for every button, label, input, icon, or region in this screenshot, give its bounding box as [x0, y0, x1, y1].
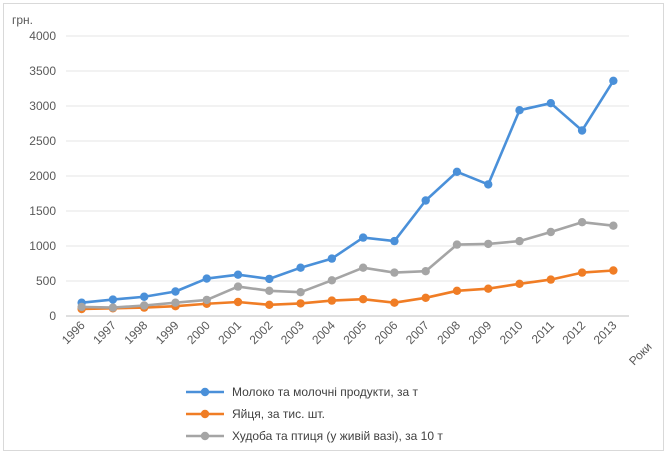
data-point: [203, 274, 211, 282]
x-tick-label: 2002: [247, 318, 276, 347]
y-tick-label: 1500: [29, 204, 56, 218]
data-point: [578, 218, 586, 226]
data-point: [609, 77, 617, 85]
data-point: [453, 287, 461, 295]
data-point: [234, 282, 242, 290]
x-tick-label: 2006: [372, 318, 401, 347]
data-point: [296, 299, 304, 307]
x-axis-unit-label: Роки: [626, 340, 654, 368]
data-point: [515, 237, 523, 245]
data-point: [421, 267, 429, 275]
legend: Молоко та молочні продукти, за т Яйця, за…: [186, 385, 443, 443]
data-point: [359, 295, 367, 303]
y-tick-label: 0: [49, 309, 56, 323]
x-tick-label: 2010: [497, 318, 526, 347]
data-point: [421, 294, 429, 302]
data-point: [578, 268, 586, 276]
x-tick-label: 1999: [153, 318, 182, 347]
legend-marker-3: [201, 432, 209, 440]
data-point: [390, 268, 398, 276]
y-axis-unit-label: грн.: [12, 13, 33, 27]
x-tick-label: 1997: [90, 318, 119, 347]
x-tick-label: 2005: [340, 318, 369, 347]
legend-label: Яйця, за тис. шт.: [232, 407, 325, 421]
y-tick-label: 1000: [29, 239, 56, 253]
legend-label: Молоко та молочні продукти, за т: [232, 385, 419, 399]
data-point: [547, 228, 555, 236]
series-line-1: [82, 81, 614, 303]
x-tick-label: 2003: [278, 318, 307, 347]
data-point: [265, 275, 273, 283]
data-point: [359, 264, 367, 272]
data-point: [265, 301, 273, 309]
y-tick-label: 500: [36, 274, 56, 288]
y-tick-label: 2500: [29, 134, 56, 148]
data-point: [234, 271, 242, 279]
x-tick-label: 2012: [559, 318, 588, 347]
data-point: [140, 301, 148, 309]
x-tick-label: 1998: [122, 318, 151, 347]
data-point: [171, 299, 179, 307]
data-point: [390, 237, 398, 245]
data-point: [547, 275, 555, 283]
x-axis-ticks: 1996 1997 1998 1999 2000 2001 2002 2003 2004 2005…: [59, 318, 620, 347]
data-point: [171, 287, 179, 295]
data-point: [609, 222, 617, 230]
x-tick-label: 2011: [529, 318, 557, 346]
series-points: [77, 77, 617, 314]
data-point: [109, 295, 117, 303]
x-tick-label: 2001: [215, 318, 244, 347]
data-point: [609, 266, 617, 274]
x-tick-label: 2008: [434, 318, 463, 347]
legend-marker-2: [201, 410, 209, 418]
data-point: [359, 233, 367, 241]
data-point: [484, 285, 492, 293]
x-tick-label: 1996: [59, 318, 88, 347]
x-tick-label: 2007: [403, 318, 432, 347]
series-lines: [82, 81, 614, 309]
data-point: [421, 196, 429, 204]
data-point: [140, 293, 148, 301]
legend-label: Худоба та птиця (у живій вазі), за 10 т: [232, 429, 443, 443]
data-point: [234, 298, 242, 306]
data-point: [515, 280, 523, 288]
data-point: [328, 254, 336, 262]
x-tick-label: 2004: [309, 318, 338, 347]
legend-marker-1: [201, 388, 209, 396]
y-tick-label: 2000: [29, 169, 56, 183]
y-tick-label: 4000: [29, 29, 56, 43]
y-tick-label: 3000: [29, 99, 56, 113]
data-point: [328, 296, 336, 304]
y-tick-label: 3500: [29, 64, 56, 78]
chart-frame: 0 500 1000 1500 2000 2500 3000 3500 4000 1996 199…: [3, 3, 664, 451]
data-point: [453, 168, 461, 176]
data-point: [484, 240, 492, 248]
data-point: [453, 240, 461, 248]
data-point: [484, 180, 492, 188]
data-point: [296, 288, 304, 296]
x-tick-label: 2000: [184, 318, 213, 347]
data-point: [296, 264, 304, 272]
data-point: [265, 287, 273, 295]
data-point: [515, 106, 523, 114]
x-tick-label: 2009: [466, 318, 495, 347]
data-point: [578, 126, 586, 134]
x-tick-label: 2013: [591, 318, 620, 347]
y-axis-ticks: 0 500 1000 1500 2000 2500 3000 3500 4000: [29, 29, 56, 323]
data-point: [390, 299, 398, 307]
data-point: [203, 296, 211, 304]
data-point: [328, 276, 336, 284]
data-point: [547, 99, 555, 107]
data-point: [77, 303, 85, 311]
data-point: [109, 303, 117, 311]
